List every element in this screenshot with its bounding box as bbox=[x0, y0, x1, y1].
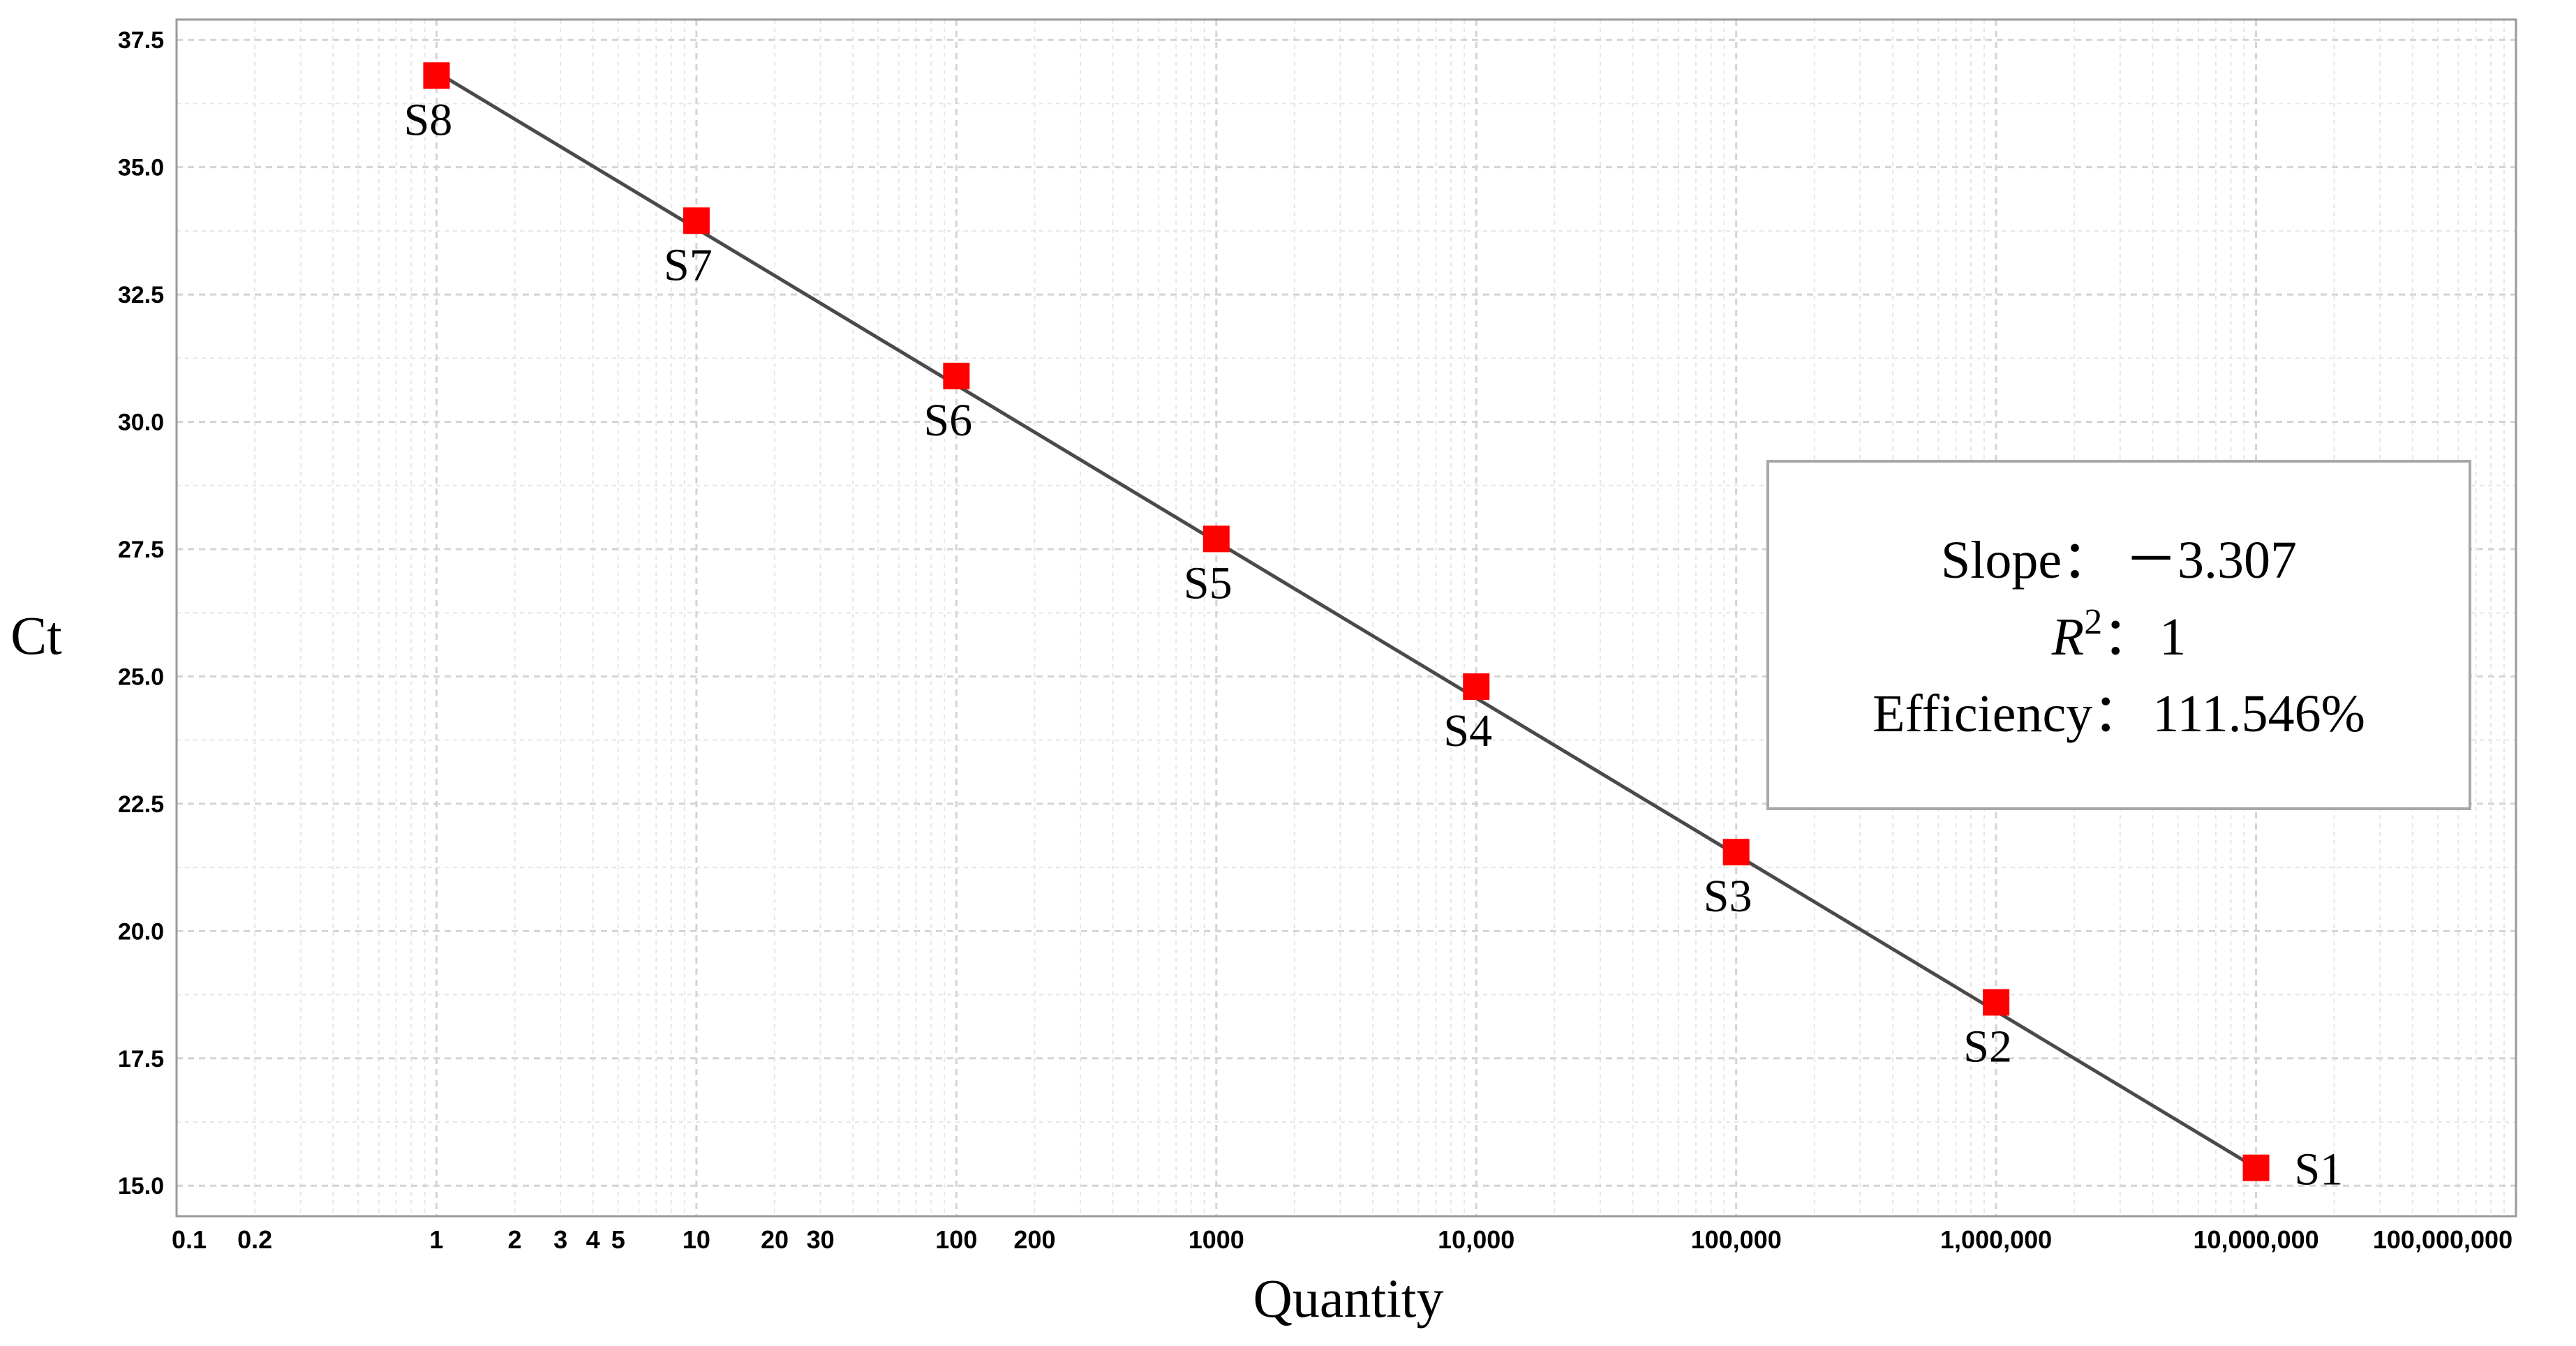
point-label-s4: S4 bbox=[1443, 705, 1492, 756]
x-tick-label: 10,000 bbox=[1438, 1225, 1514, 1254]
y-tick-label: 25.0 bbox=[118, 664, 164, 690]
regression-stats-box: Slope： －3.307 R2：1 Efficiency： 111.546% bbox=[1766, 460, 2471, 810]
y-axis-tick-labels: 15.0 17.5 20.0 22.5 25.0 27.5 30.0 32.5 35.0 37.5 bbox=[118, 27, 164, 1199]
point-label-s1: S1 bbox=[2295, 1144, 2344, 1195]
efficiency-line: Efficiency： 111.546% bbox=[1873, 685, 2365, 743]
y-tick-label: 37.5 bbox=[118, 27, 164, 54]
r-squared-line: R2：1 bbox=[2051, 602, 2186, 666]
y-tick-label: 27.5 bbox=[118, 537, 164, 563]
point-label-s8: S8 bbox=[404, 94, 453, 145]
regression-fit-line bbox=[435, 70, 2257, 1169]
x-tick-label: 3 bbox=[553, 1225, 567, 1254]
r2-value: 1 bbox=[2159, 608, 2186, 666]
y-axis-title: Ct bbox=[10, 605, 62, 666]
x-tick-label: 4 bbox=[586, 1225, 600, 1254]
x-tick-label: 10,000,000 bbox=[2193, 1225, 2318, 1254]
x-tick-label: 1,000,000 bbox=[1940, 1225, 2052, 1254]
point-label-s3: S3 bbox=[1704, 871, 1752, 922]
r2-superscript: 2 bbox=[2084, 602, 2102, 642]
data-point-s7 bbox=[683, 207, 710, 234]
x-tick-label: 30 bbox=[807, 1225, 835, 1254]
slope-label: Slope： bbox=[1941, 531, 2115, 590]
x-tick-label: 5 bbox=[611, 1225, 625, 1254]
y-tick-label: 17.5 bbox=[118, 1046, 164, 1072]
r2-colon: ： bbox=[2102, 608, 2155, 666]
y-tick-label: 20.0 bbox=[118, 918, 164, 945]
y-tick-label: 35.0 bbox=[118, 155, 164, 181]
data-point-s3 bbox=[1722, 839, 1750, 866]
x-tick-label: 100,000,000 bbox=[2373, 1225, 2512, 1254]
y-tick-label: 30.0 bbox=[118, 410, 164, 436]
x-tick-label: 200 bbox=[1013, 1225, 1055, 1254]
major-gridlines bbox=[177, 20, 2516, 1216]
data-point-s5 bbox=[1203, 525, 1230, 553]
x-tick-label: 2 bbox=[508, 1225, 522, 1254]
data-point-labels: S8 S7 S6 S5 S4 S3 S2 S1 bbox=[404, 94, 2344, 1195]
efficiency-label: Efficiency： bbox=[1873, 685, 2145, 743]
x-tick-label: 0.2 bbox=[237, 1225, 272, 1254]
x-tick-label: 1 bbox=[429, 1225, 443, 1254]
x-axis-title: Quantity bbox=[1253, 1268, 1444, 1329]
data-point-s1 bbox=[2242, 1154, 2270, 1181]
data-point-s2 bbox=[1983, 989, 2010, 1016]
y-tick-label: 22.5 bbox=[118, 791, 164, 818]
point-label-s6: S6 bbox=[923, 395, 972, 446]
slope-line: Slope： －3.307 bbox=[1941, 531, 2297, 590]
plot-area-frame bbox=[175, 18, 2517, 1218]
point-label-s7: S7 bbox=[664, 239, 713, 290]
y-tick-label: 32.5 bbox=[118, 282, 164, 308]
x-tick-label: 10 bbox=[683, 1225, 710, 1254]
x-tick-label: 100,000 bbox=[1691, 1225, 1782, 1254]
x-axis-tick-labels: 0.1 0.2 1 2 3 4 5 10 20 30 100 200 1000 10,000 100,000… bbox=[172, 1225, 2512, 1254]
point-label-s2: S2 bbox=[1963, 1021, 2012, 1072]
data-point-s6 bbox=[943, 362, 970, 389]
x-tick-label: 20 bbox=[761, 1225, 789, 1254]
r2-label: R bbox=[2051, 608, 2084, 666]
stats-box-frame bbox=[1766, 460, 2471, 810]
data-point-s4 bbox=[1463, 673, 1490, 701]
point-label-s5: S5 bbox=[1184, 558, 1233, 608]
efficiency-value: 111.546% bbox=[2152, 685, 2365, 743]
data-points bbox=[423, 62, 2270, 1181]
data-point-s8 bbox=[423, 62, 450, 89]
x-tick-label: 100 bbox=[935, 1225, 977, 1254]
y-tick-label: 15.0 bbox=[118, 1173, 164, 1199]
x-tick-label: 1000 bbox=[1189, 1225, 1244, 1254]
x-tick-label: 0.1 bbox=[172, 1225, 207, 1254]
slope-value: －3.307 bbox=[2124, 531, 2297, 590]
